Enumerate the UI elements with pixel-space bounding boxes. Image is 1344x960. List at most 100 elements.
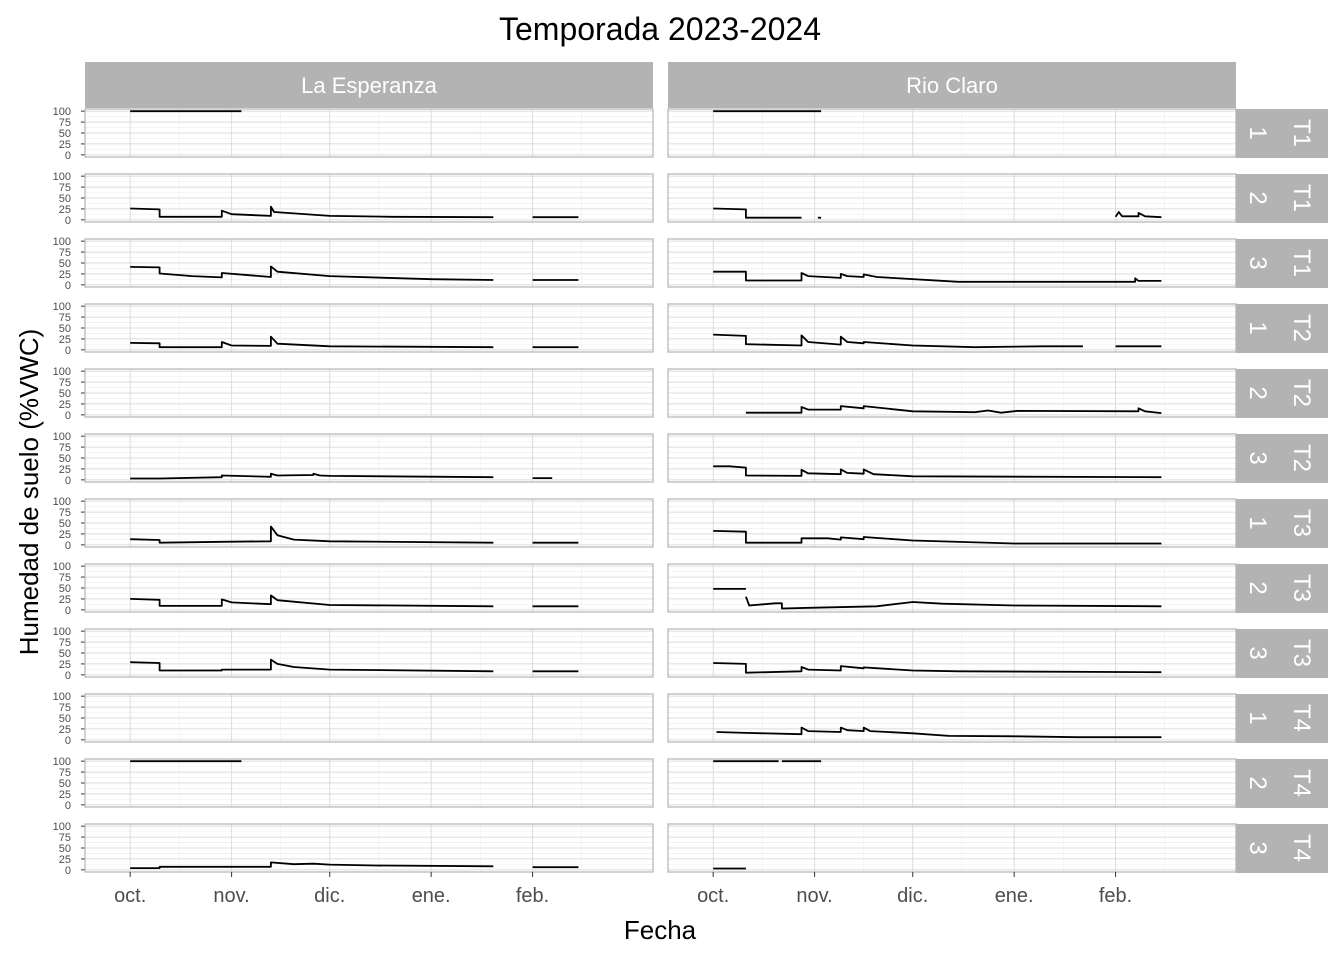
strip-background: [1236, 759, 1328, 808]
y-tick-label: 50: [59, 713, 71, 725]
y-tick-label: 75: [59, 247, 71, 259]
y-tick-label: 75: [59, 702, 71, 714]
y-tick-label: 0: [65, 540, 71, 552]
panel-border: [84, 173, 654, 223]
y-tick-label: 25: [59, 789, 71, 801]
strip-background: [1236, 434, 1328, 483]
facet-panel: [667, 108, 1237, 158]
facet-row-strip: 1 T4: [1236, 694, 1328, 743]
x-tick-label: ene.: [995, 885, 1034, 907]
y-tick-label: 0: [65, 605, 71, 617]
facet-row-label-rep: 1: [1244, 321, 1271, 334]
y-tick-label: 50: [59, 518, 71, 530]
panel-border: [84, 628, 654, 678]
panel-border: [84, 563, 654, 613]
facet-panel: [667, 823, 1237, 873]
y-tick-label: 100: [53, 496, 71, 508]
y-tick-label: 100: [53, 431, 71, 443]
facet-row-label-treatment: T2: [1288, 314, 1315, 342]
facet-row-label-treatment: T3: [1288, 639, 1315, 667]
y-tick-label: 50: [59, 388, 71, 400]
y-tick-label: 25: [59, 594, 71, 606]
panel-border: [84, 368, 654, 418]
y-tick-label: 75: [59, 832, 71, 844]
strip-background: [1236, 304, 1328, 353]
series-line: [130, 205, 494, 219]
y-tick-label: 50: [59, 648, 71, 660]
panel-border: [667, 498, 1237, 548]
y-axis-title: Humedad de suelo (%VWC): [14, 329, 44, 656]
x-axis-title: Fecha: [624, 915, 697, 945]
facet-row-strip: 2 T3: [1236, 564, 1328, 613]
series-line: [713, 465, 1162, 479]
facet-row-label-treatment: T4: [1288, 769, 1315, 797]
facet-row-label-rep: 3: [1244, 841, 1271, 854]
facet-row-label-treatment: T1: [1288, 119, 1315, 147]
y-tick-label: 0: [65, 215, 71, 227]
y-tick-label: 75: [59, 117, 71, 129]
strip-background: [1236, 369, 1328, 418]
facet-row-label-treatment: T3: [1288, 509, 1315, 537]
facet-row-label-rep: 2: [1244, 581, 1271, 594]
facet-column-strip: Rio Claro: [668, 62, 1236, 108]
series-line: [130, 594, 494, 608]
facet-row-label-rep: 1: [1244, 126, 1271, 139]
series-line: [745, 405, 1162, 414]
strip-background: [1236, 629, 1328, 678]
x-tick-label: dic.: [314, 885, 345, 907]
y-tick-label: 100: [53, 366, 71, 378]
x-tick-label: nov.: [796, 885, 832, 907]
y-tick-label: 50: [59, 453, 71, 465]
facet-row-strip: 3 T1: [1236, 239, 1328, 288]
facet-panel: [667, 693, 1237, 743]
y-tick-label: 50: [59, 128, 71, 140]
chart-title: Temporada 2023-2024: [499, 11, 821, 47]
panel-border: [667, 693, 1237, 743]
facet-row-label-rep: 3: [1244, 646, 1271, 659]
facet-row-label-rep: 2: [1244, 191, 1271, 204]
facet-row-label-treatment: T1: [1288, 184, 1315, 212]
y-tick-label: 0: [65, 150, 71, 162]
facet-row-label-treatment: T2: [1288, 379, 1315, 407]
panel-border: [84, 758, 654, 808]
series-line: [130, 525, 494, 544]
y-tick-label: 75: [59, 572, 71, 584]
y-tick-label: 25: [59, 464, 71, 476]
panel-border: [667, 628, 1237, 678]
facet-panel: [84, 758, 654, 808]
y-tick-label: 75: [59, 377, 71, 389]
x-tick-label: dic.: [897, 885, 928, 907]
y-tick-label: 25: [59, 204, 71, 216]
y-tick-label: 100: [53, 561, 71, 573]
series-line: [130, 335, 494, 349]
facet-panel: [84, 498, 654, 548]
y-tick-label: 75: [59, 637, 71, 649]
facet-row-strip: 3 T3: [1236, 629, 1328, 678]
y-tick-label: 75: [59, 507, 71, 519]
facet-panel: [84, 693, 654, 743]
x-tick-label: feb.: [516, 885, 549, 907]
facet-row-label-treatment: T4: [1288, 704, 1315, 732]
x-tick-label: feb.: [1099, 885, 1132, 907]
y-tick-label: 25: [59, 724, 71, 736]
facet-row-strip: 2 T1: [1236, 174, 1328, 223]
x-tick-label: oct.: [114, 885, 146, 907]
y-tick-label: 0: [65, 800, 71, 812]
y-tick-label: 25: [59, 659, 71, 671]
y-tick-label: 25: [59, 269, 71, 281]
panel-border: [84, 433, 654, 483]
series-line: [713, 530, 1162, 545]
facet-panel: [84, 628, 654, 678]
y-tick-label: 25: [59, 854, 71, 866]
facet-panel: [667, 173, 1237, 223]
y-tick-label: 50: [59, 843, 71, 855]
y-tick-label: 25: [59, 334, 71, 346]
y-tick-label: 100: [53, 691, 71, 703]
y-tick-label: 75: [59, 182, 71, 194]
strip-background: [1236, 239, 1328, 288]
y-tick-label: 0: [65, 410, 71, 422]
y-tick-label: 0: [65, 280, 71, 292]
facet-panel: [84, 303, 654, 353]
strip-background: [1236, 564, 1328, 613]
